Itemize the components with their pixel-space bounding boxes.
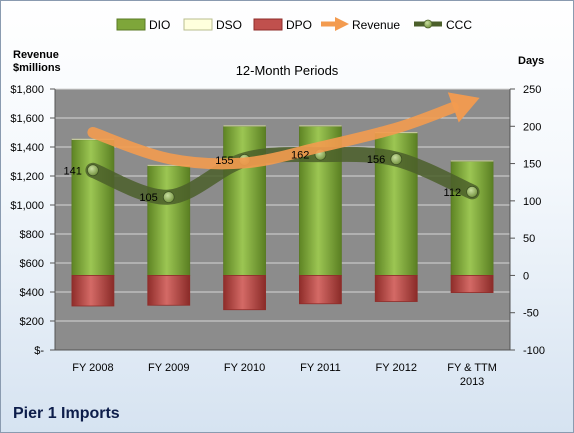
legend-label-dpo: DPO [286,18,312,32]
y-right-tick-label: 250 [523,84,541,96]
x-tick-label: 2013 [460,376,484,388]
bar-dpo [223,275,266,311]
y-right-tick-label: 200 [523,121,541,133]
legend-swatch-revenue [321,17,349,31]
data-labels: 141 105 155 162 156 112 [64,150,462,205]
company-name: Pier 1 Imports [13,405,120,422]
bar-dpo [374,275,418,302]
x-tick-label: FY & TTM [447,362,497,374]
bar-dio [147,165,191,276]
y-right-title: Days [518,55,544,67]
x-ticks: FY 2008 FY 2009 FY 2010 FY 2011 FY 2012 FY & … [55,349,510,388]
ccc-data-label: 155 [215,155,233,167]
ccc-point [466,186,478,198]
y-right-tick-label: 150 [523,159,541,171]
bar-dio [223,125,266,276]
bar-dpo [147,275,191,306]
y-left-tick-label: $400 [20,287,44,299]
y-right-tick-label: 0 [523,270,529,282]
bar-dpo [450,275,494,293]
y-left-tick-label: $200 [20,316,44,328]
x-tick-label: FY 2010 [224,362,265,374]
ccc-data-label: 156 [367,154,385,166]
legend-label-ccc: CCC [446,18,472,32]
legend-label-dio: DIO [149,18,170,32]
legend-swatch-ccc [414,19,442,29]
bar-dpo [71,275,115,307]
ccc-point [87,164,99,177]
x-tick-label: FY 2008 [72,362,113,374]
revenue-line [87,101,459,170]
y-right-ticks: -100 -50 0 50 100 150 200 250 [509,84,545,357]
revenue-arrowhead [447,92,480,123]
y-left-tick-label: $600 [20,258,44,270]
chart-title: 12-Month Periods [236,63,339,78]
y-left-tick-label: $1,000 [10,200,44,212]
bar-dso [450,160,494,162]
y-left-ticks: $- $200 $400 $600 $800 $1,000 $1,200 $1,400 $1,6… [10,84,56,357]
y-left-title-line1: Revenue [13,49,59,61]
y-left-tick-label: $1,600 [10,113,44,125]
legend-swatch-dio [116,18,146,31]
y-left-tick-label: $1,800 [10,84,44,96]
y-left-tick-label: $800 [20,229,44,241]
legend-swatch-dso [183,18,213,31]
bar-dso [223,125,266,127]
x-tick-label: FY 2012 [376,362,417,374]
y-left-title-line2: $millions [13,62,61,74]
y-right-tick-label: -50 [523,308,539,320]
y-left-tick-label: $1,400 [10,142,44,154]
ccc-data-label: 162 [291,150,309,162]
ccc-data-label: 112 [444,187,462,199]
y-right-tick-label: 100 [523,196,541,208]
legend-label-revenue: Revenue [352,18,400,32]
ccc-point [162,191,175,204]
ccc-data-label: 105 [139,192,157,204]
ccc-point [390,153,403,165]
y-left-tick-label: $1,200 [10,171,44,183]
y-left-tick-label: $- [34,345,44,357]
bar-dso [299,125,342,127]
lines [85,92,480,205]
legend-label-dso: DSO [216,18,242,32]
legend-swatch-dpo [253,18,283,31]
legend: DIO DSO DPO Revenue CCC [116,17,472,32]
y-right-tick-label: 50 [523,233,535,245]
ccc-data-label: 141 [64,165,82,177]
bar-dio [71,139,115,276]
y-right-tick-label: -100 [523,345,545,357]
bars [71,125,494,311]
bar-dpo [299,275,342,305]
plot-area [55,89,510,350]
x-tick-label: FY 2011 [300,362,341,374]
x-tick-label: FY 2009 [148,362,189,374]
